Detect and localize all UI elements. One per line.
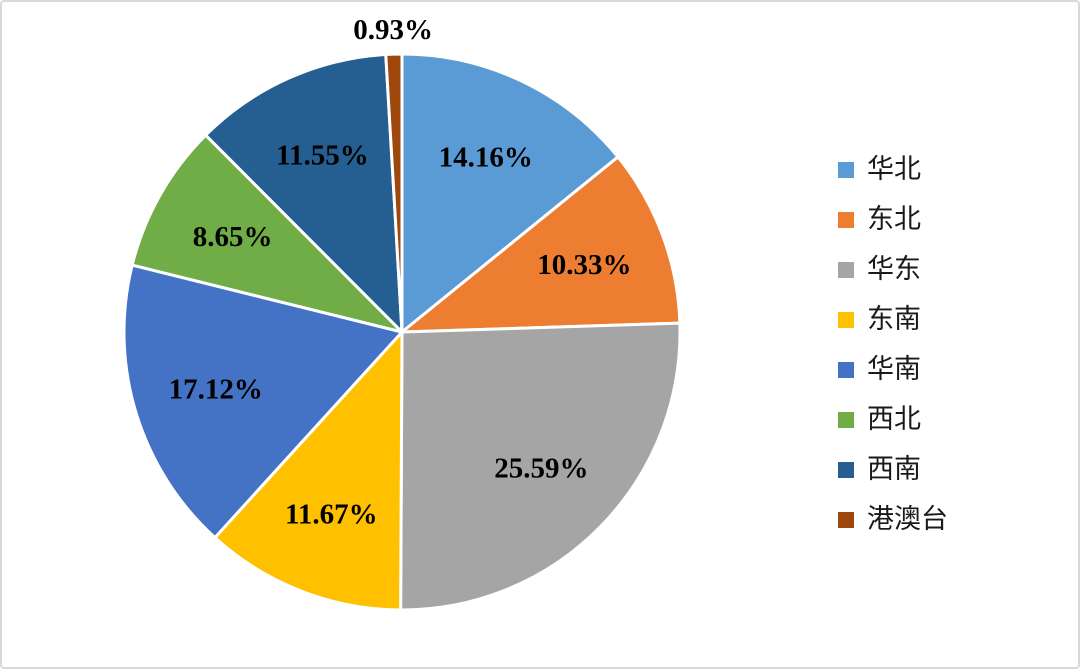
legend-swatch-icon (838, 511, 854, 528)
pie-slice-1 (400, 155, 682, 334)
data-label-5: 8.65% (193, 221, 273, 253)
data-label-7: 0.93% (353, 14, 433, 46)
legend-label: 东南 (867, 304, 921, 334)
legend-label: 东北 (867, 204, 921, 234)
data-label-2: 25.59% (494, 453, 588, 485)
legend-label: 华南 (867, 354, 921, 384)
legend-item-0: 华北 (838, 155, 948, 184)
data-label-4: 17.12% (169, 374, 263, 406)
legend-item-1: 东北 (838, 205, 948, 234)
legend-item-2: 华东 (838, 255, 948, 284)
pie-slice-4 (122, 263, 404, 540)
legend: 华北东北华东东南华南西北西南港澳台 (838, 155, 948, 534)
pie-slice-0 (400, 52, 620, 334)
legend-item-5: 西北 (838, 405, 948, 434)
legend-label: 西南 (867, 454, 921, 484)
legend-label: 华北 (867, 154, 921, 184)
legend-swatch-icon (838, 261, 854, 278)
legend-swatch-icon (838, 461, 854, 478)
legend-item-3: 东南 (838, 305, 948, 334)
legend-label: 港澳台 (867, 504, 948, 534)
legend-swatch-icon (838, 411, 854, 428)
data-label-3: 11.67% (285, 498, 378, 530)
legend-swatch-icon (838, 311, 854, 328)
legend-item-4: 华南 (838, 355, 948, 384)
legend-swatch-icon (838, 161, 854, 178)
legend-label: 华东 (867, 254, 921, 284)
legend-swatch-icon (838, 361, 854, 378)
pie-slice-2 (399, 321, 682, 612)
data-label-1: 10.33% (537, 249, 631, 281)
legend-label: 西北 (867, 404, 921, 434)
pie-slice-3 (213, 330, 404, 612)
data-label-0: 14.16% (439, 141, 533, 173)
pie-slice-7 (384, 52, 404, 334)
pie-slice-5 (130, 133, 404, 334)
pie-slice-6 (204, 52, 404, 334)
data-label-6: 11.55% (276, 139, 369, 171)
legend-item-6: 西南 (838, 455, 948, 484)
legend-swatch-icon (838, 211, 854, 228)
legend-item-7: 港澳台 (838, 505, 948, 534)
